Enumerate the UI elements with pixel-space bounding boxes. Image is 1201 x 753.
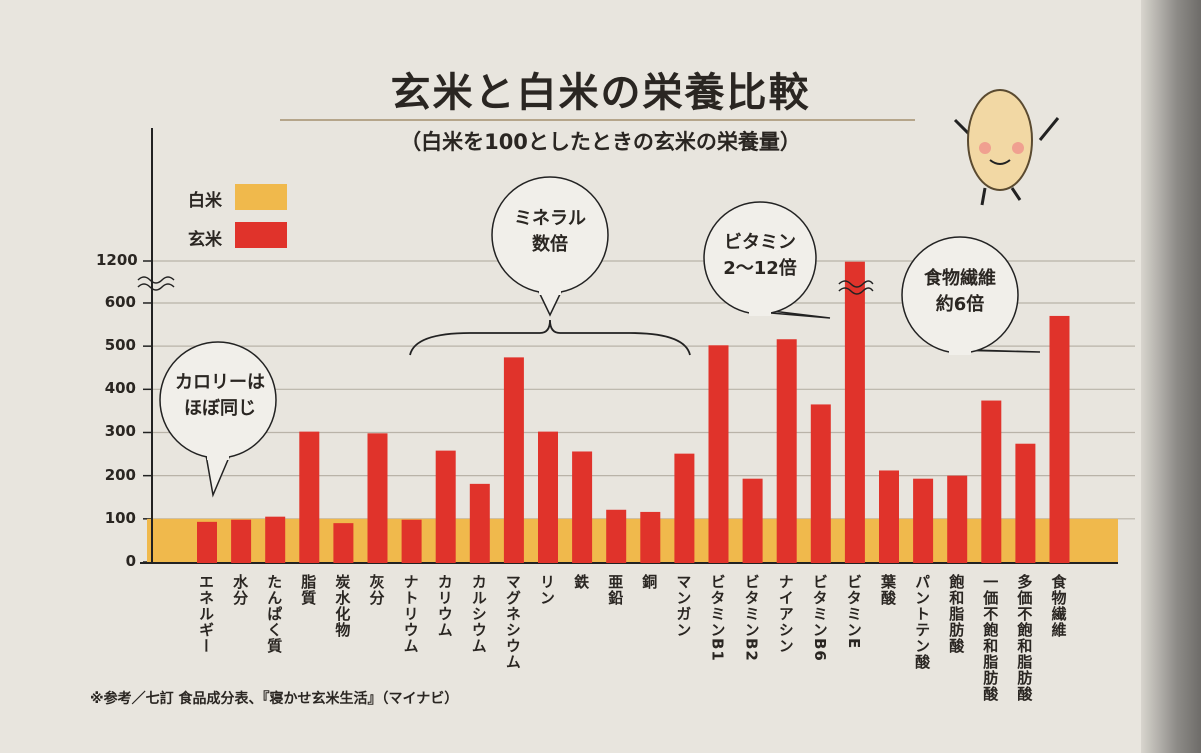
callout-mineral: ミネラル 数倍 — [514, 208, 586, 255]
x-tick-label: 食物繊維 — [1049, 574, 1068, 638]
bar-brown-rice — [674, 453, 695, 563]
x-tick-label: 葉酸 — [879, 574, 897, 606]
bar-brown-rice — [1015, 443, 1036, 563]
bubble-calorie-tail — [205, 454, 231, 498]
bubble-fiber-tail-mask — [949, 347, 971, 355]
x-tick-label: 炭水化物 — [333, 574, 352, 638]
x-tick-label: ナイアシン — [776, 574, 795, 654]
brace-minerals — [409, 319, 691, 356]
bar-brown-rice — [879, 470, 899, 563]
callout-calorie: カロリーは ほぼ同じ — [175, 372, 265, 419]
bar-brown-rice — [503, 357, 524, 563]
bar-brown-rice — [606, 509, 627, 563]
bar-brown-rice — [265, 516, 286, 563]
x-tick-label: ナトリウム — [401, 574, 420, 654]
bar-brown-rice — [367, 433, 388, 563]
mascot-rice-grain — [967, 89, 1033, 191]
bar-brown-rice — [640, 511, 661, 563]
x-tick-label: マグネシウム — [503, 574, 522, 670]
x-tick-label: カルシウム — [469, 574, 488, 654]
y-tick-label: 400 — [104, 379, 136, 398]
x-tick-label: リン — [538, 574, 556, 606]
x-tick-label: エネルギー — [197, 574, 215, 654]
x-tick-label: 灰分 — [367, 574, 386, 606]
x-tick-label: たんぱく質 — [265, 574, 284, 654]
source-note: ※参考／七訂 食品成分表、『寝かせ玄米生活』（マイナビ） — [90, 691, 459, 707]
bar-brown-rice — [299, 431, 320, 563]
bar-brown-rice — [435, 450, 456, 563]
y-tick-label: 300 — [104, 422, 136, 441]
bar-brown-rice — [469, 483, 490, 563]
y-tick-label: 1200 — [96, 251, 138, 269]
x-tick-label: カリウム — [435, 574, 454, 638]
y-tick-label: 0 — [125, 552, 136, 570]
y-tick-label: 600 — [104, 292, 136, 311]
x-tick-label: 脂質 — [299, 574, 318, 606]
bar-brown-rice — [913, 478, 934, 563]
bar-brown-rice — [333, 523, 354, 563]
x-tick-label: ビタミンB6 — [810, 574, 829, 662]
bar-break-icon — [838, 280, 874, 295]
y-tick-label: 500 — [104, 336, 136, 355]
x-tick-label: 水分 — [231, 574, 250, 606]
bar-brown-rice — [947, 475, 968, 563]
mascot-legs — [980, 187, 1022, 206]
bubble-vitamin-tail-mask — [749, 308, 771, 316]
chart-title: 玄米と白米の栄養比較 — [390, 69, 811, 116]
legend-swatch-brown-rice — [235, 222, 287, 248]
axis-break-icon — [137, 276, 175, 291]
bar-brown-rice — [708, 345, 729, 563]
bar-brown-rice — [776, 339, 797, 563]
chart-subtitle: （白米を100としたときの玄米の栄養量） — [400, 130, 801, 154]
bar-brown-rice — [538, 431, 558, 563]
x-tick-label: 多価不飽和脂肪酸 — [1015, 574, 1034, 702]
page-edge-shadow — [1141, 0, 1201, 753]
bar-brown-rice — [1049, 315, 1070, 563]
x-tick-label: 鉄 — [572, 574, 591, 590]
bar-brown-rice — [572, 451, 593, 563]
x-tick-label: 一価不飽和脂肪酸 — [981, 574, 1000, 702]
bar-white-rice-band — [147, 518, 1118, 562]
x-tick-label: ビタミンB1 — [708, 574, 727, 662]
bubble-mineral-tail-mask — [539, 287, 561, 295]
mascot-cheek — [1012, 142, 1024, 154]
bar-brown-rice — [231, 519, 252, 563]
bar-brown-rice — [197, 521, 217, 563]
bar-brown-rice — [401, 519, 422, 563]
bar-brown-rice — [844, 261, 865, 563]
bubble-calorie-tail-mask — [207, 452, 229, 460]
x-tick-label: 亜鉛 — [606, 574, 625, 606]
mascot-smile — [989, 159, 1011, 165]
legend-label-white-rice: 白米 — [188, 191, 222, 211]
y-tick-label: 100 — [104, 508, 136, 527]
bar-brown-rice — [810, 404, 831, 563]
x-tick-label: 銅 — [640, 574, 659, 590]
callout-vitamin: ビタミン 2～12倍 — [723, 232, 797, 279]
x-tick-label: 飽和脂肪酸 — [947, 574, 966, 654]
x-tick-label: ビタミンE — [844, 574, 863, 650]
legend-label-brown-rice: 玄米 — [188, 230, 222, 250]
mascot-cheek — [979, 142, 991, 154]
x-tick-label: ビタミンB2 — [742, 574, 761, 662]
x-tick-label: マンガン — [674, 574, 693, 638]
bar-brown-rice — [742, 478, 763, 563]
bar-brown-rice — [981, 400, 1002, 563]
y-tick-label: 200 — [104, 465, 136, 484]
x-tick-label: パントテン酸 — [913, 574, 932, 670]
callout-fiber: 食物繊維 約6倍 — [924, 268, 996, 315]
bubble-mineral-tail — [537, 289, 563, 317]
legend-swatch-white-rice — [235, 184, 287, 210]
